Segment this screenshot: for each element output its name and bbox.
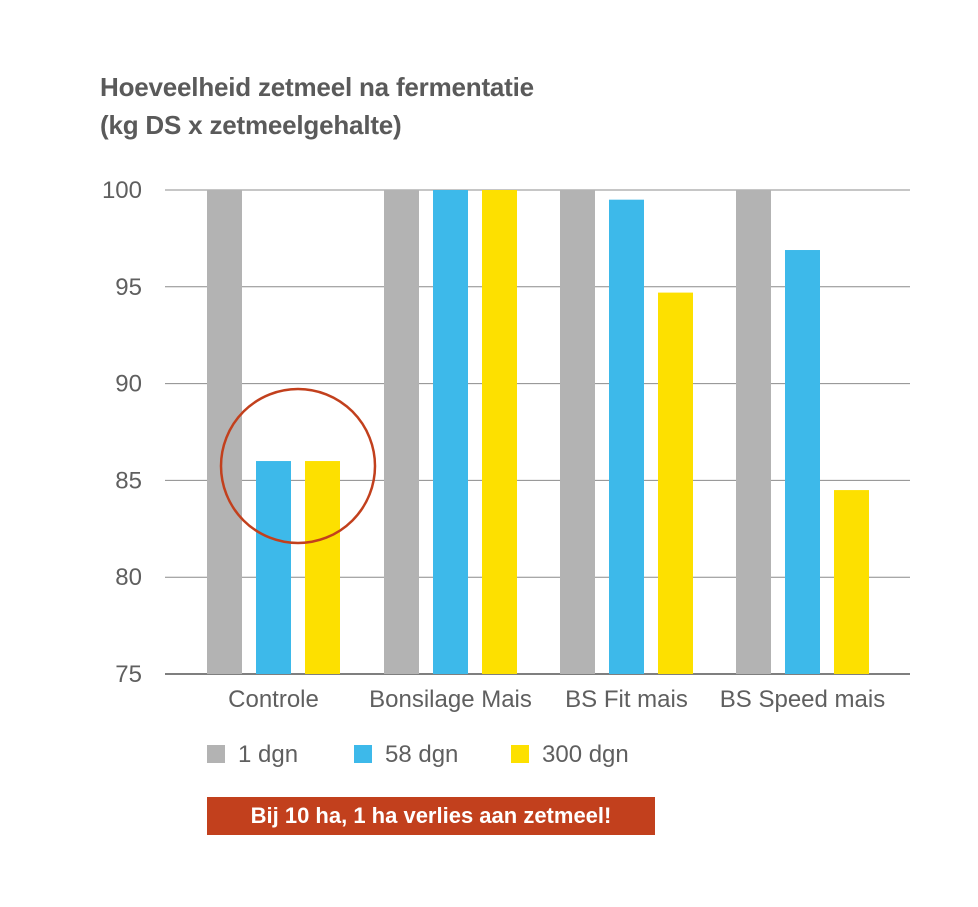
bar [384, 190, 419, 674]
bar [560, 190, 595, 674]
bar [433, 190, 468, 674]
y-tick-label: 80 [115, 564, 142, 591]
legend-label: 58 dgn [385, 741, 458, 768]
bar [658, 292, 693, 674]
legend-swatch [354, 745, 372, 763]
legend-label: 1 dgn [238, 741, 298, 768]
bar [834, 490, 869, 674]
legend: 1 dgn 58 dgn 300 dgn [207, 741, 629, 768]
legend-swatch [511, 745, 529, 763]
y-tick-label: 85 [115, 467, 142, 494]
bar [736, 190, 771, 674]
bar [256, 461, 291, 674]
y-tick-label: 100 [102, 177, 142, 204]
legend-swatch [207, 745, 225, 763]
y-tick-label: 75 [115, 661, 142, 688]
chart-title: Hoeveelheid zetmeel na fermentatie (kg D… [100, 68, 534, 144]
x-category-label: Controle [228, 686, 319, 713]
bar [609, 199, 644, 674]
bar [482, 190, 517, 674]
x-axis: Controle Bonsilage Mais BS Fit mais BS Spee… [228, 686, 885, 713]
legend-label: 300 dgn [542, 741, 629, 768]
bar [305, 461, 340, 674]
bars [207, 190, 869, 675]
bar [785, 250, 820, 675]
x-category-label: BS Speed mais [720, 686, 885, 713]
chart-title-line-1: Hoeveelheid zetmeel na fermentatie [100, 72, 534, 102]
highlight-layer [219, 387, 377, 545]
highlight-circle [219, 387, 377, 545]
callout-banner: Bij 10 ha, 1 ha verlies aan zetmeel! [207, 797, 655, 835]
x-category-label: Bonsilage Mais [369, 686, 532, 713]
y-tick-label: 95 [115, 274, 142, 301]
y-axis: 75 80 85 90 95 100 [102, 177, 142, 688]
x-category-label: BS Fit mais [565, 686, 688, 713]
chart-title-line-2: (kg DS x zetmeelgehalte) [100, 110, 402, 140]
bar [207, 190, 242, 674]
y-tick-label: 90 [115, 371, 142, 398]
